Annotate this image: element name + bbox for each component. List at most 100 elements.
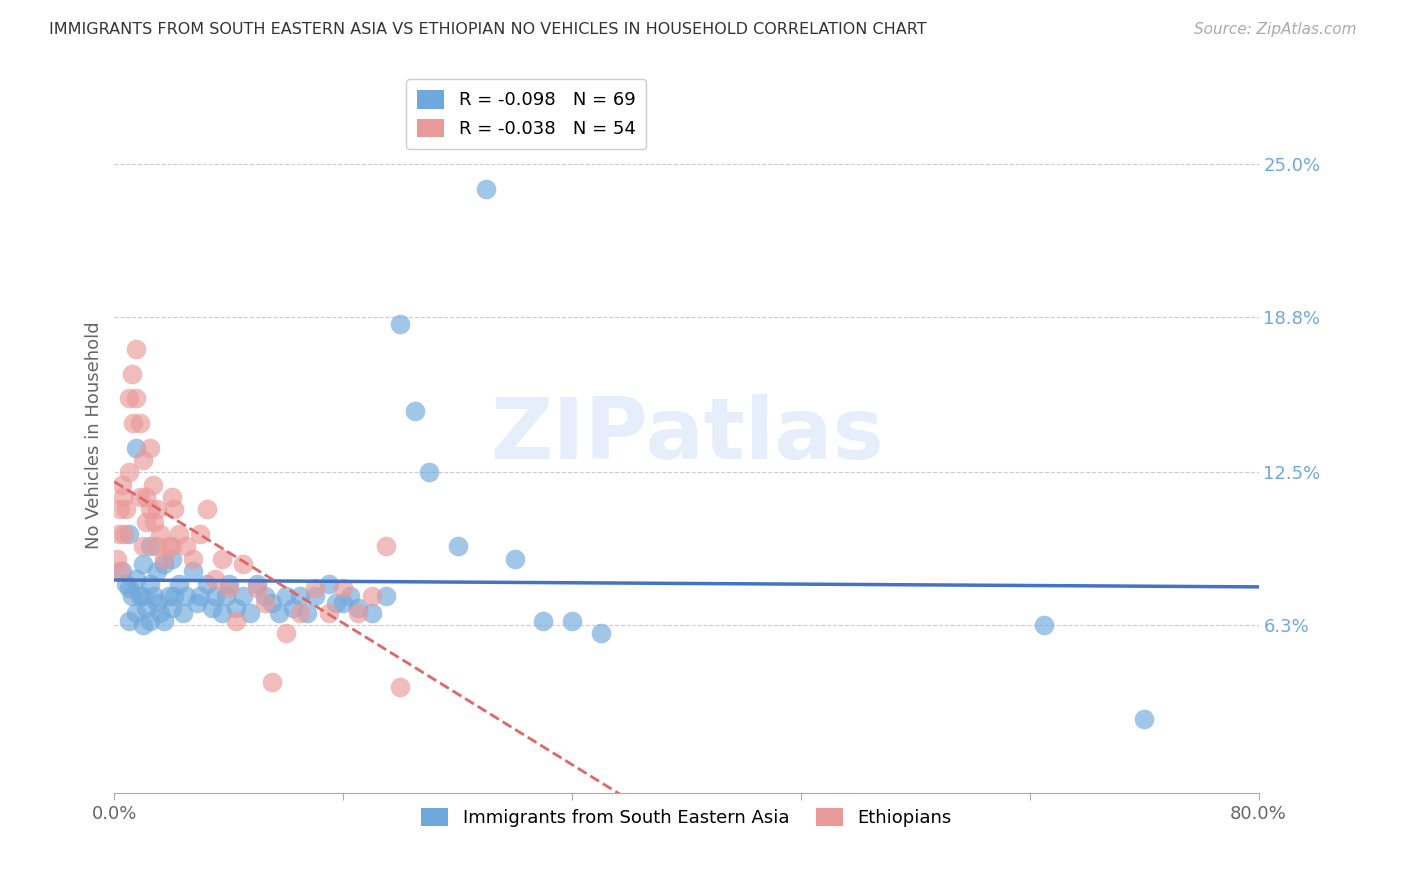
Point xyxy=(195,502,218,516)
Point xyxy=(360,589,382,603)
Point xyxy=(260,596,283,610)
Point xyxy=(135,490,157,504)
Point xyxy=(132,618,155,632)
Point xyxy=(389,680,412,694)
Point xyxy=(274,589,297,603)
Point xyxy=(157,589,180,603)
Point xyxy=(318,576,340,591)
Point xyxy=(132,557,155,571)
Point xyxy=(589,626,612,640)
Point xyxy=(160,551,183,566)
Point xyxy=(139,502,162,516)
Point xyxy=(375,589,398,603)
Point xyxy=(181,564,204,578)
Point xyxy=(1133,712,1156,726)
Point xyxy=(118,527,141,541)
Point xyxy=(346,601,368,615)
Point xyxy=(105,551,128,566)
Point xyxy=(211,551,233,566)
Point xyxy=(163,589,186,603)
Point xyxy=(232,557,254,571)
Point xyxy=(121,367,143,381)
Point xyxy=(204,589,226,603)
Point xyxy=(129,490,152,504)
Point xyxy=(135,601,157,615)
Point xyxy=(503,551,526,566)
Point xyxy=(139,441,162,455)
Point xyxy=(143,515,166,529)
Point xyxy=(215,589,238,603)
Point xyxy=(360,606,382,620)
Point xyxy=(267,606,290,620)
Point xyxy=(125,572,148,586)
Point xyxy=(447,540,470,554)
Point xyxy=(201,601,224,615)
Point xyxy=(561,614,583,628)
Point xyxy=(346,606,368,620)
Point xyxy=(149,606,172,620)
Point xyxy=(129,416,152,430)
Point xyxy=(121,589,143,603)
Point xyxy=(139,540,162,554)
Point xyxy=(188,527,211,541)
Point xyxy=(239,606,262,620)
Point xyxy=(118,614,141,628)
Point xyxy=(125,606,148,620)
Point xyxy=(332,582,354,596)
Point xyxy=(160,490,183,504)
Point xyxy=(118,466,141,480)
Point xyxy=(246,582,269,596)
Point xyxy=(218,576,240,591)
Point xyxy=(110,477,132,491)
Point xyxy=(160,601,183,615)
Point xyxy=(211,606,233,620)
Point xyxy=(107,527,129,541)
Text: IMMIGRANTS FROM SOUTH EASTERN ASIA VS ETHIOPIAN NO VEHICLES IN HOUSEHOLD CORRELA: IMMIGRANTS FROM SOUTH EASTERN ASIA VS ET… xyxy=(49,22,927,37)
Point xyxy=(283,601,305,615)
Point xyxy=(111,490,134,504)
Point xyxy=(1033,618,1056,632)
Point xyxy=(325,596,347,610)
Point xyxy=(339,589,361,603)
Point xyxy=(188,589,211,603)
Point xyxy=(115,576,138,591)
Point xyxy=(260,675,283,690)
Point xyxy=(157,540,180,554)
Point xyxy=(304,589,326,603)
Point xyxy=(163,502,186,516)
Point xyxy=(225,601,247,615)
Point xyxy=(204,572,226,586)
Point xyxy=(118,392,141,406)
Point xyxy=(153,557,176,571)
Point xyxy=(146,564,169,578)
Point xyxy=(218,582,240,596)
Point xyxy=(475,181,498,195)
Legend: Immigrants from South Eastern Asia, Ethiopians: Immigrants from South Eastern Asia, Ethi… xyxy=(413,801,959,834)
Point xyxy=(125,441,148,455)
Point xyxy=(290,606,312,620)
Point xyxy=(139,614,162,628)
Point xyxy=(112,527,135,541)
Point xyxy=(389,318,412,332)
Point xyxy=(332,596,354,610)
Point xyxy=(167,527,190,541)
Point xyxy=(174,589,197,603)
Point xyxy=(181,551,204,566)
Point xyxy=(375,540,398,554)
Point xyxy=(132,453,155,467)
Point xyxy=(122,416,145,430)
Point xyxy=(135,515,157,529)
Point xyxy=(118,582,141,596)
Point xyxy=(146,540,169,554)
Point xyxy=(186,596,208,610)
Y-axis label: No Vehicles in Household: No Vehicles in Household xyxy=(86,322,103,549)
Point xyxy=(153,614,176,628)
Point xyxy=(418,466,440,480)
Point xyxy=(195,576,218,591)
Point xyxy=(146,502,169,516)
Point xyxy=(129,589,152,603)
Text: Source: ZipAtlas.com: Source: ZipAtlas.com xyxy=(1194,22,1357,37)
Point xyxy=(108,564,131,578)
Point xyxy=(246,576,269,591)
Point xyxy=(533,614,555,628)
